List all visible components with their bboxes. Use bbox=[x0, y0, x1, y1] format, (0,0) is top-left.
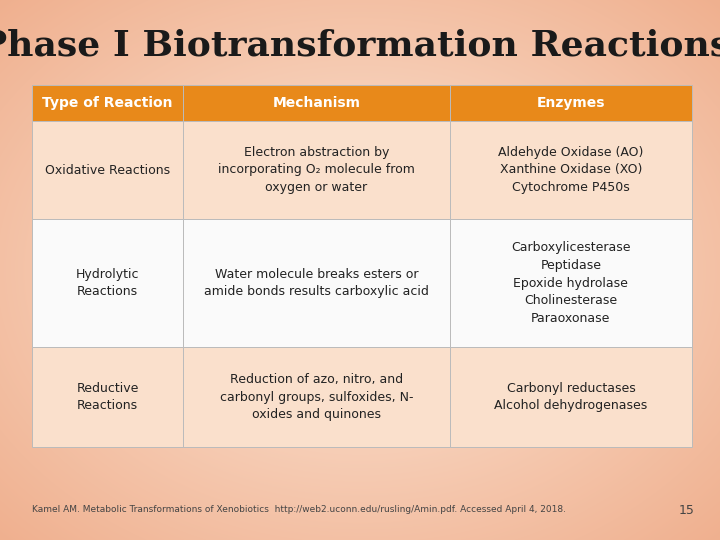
Text: Mechanism: Mechanism bbox=[272, 96, 361, 110]
Text: Reduction of azo, nitro, and
carbonyl groups, sulfoxides, N-
oxides and quinones: Reduction of azo, nitro, and carbonyl gr… bbox=[220, 373, 413, 421]
Text: 15: 15 bbox=[679, 503, 695, 516]
Bar bbox=[450, 85, 692, 121]
Text: Kamel AM. Metabolic Transformations of Xenobiotics  http://web2.uconn.edu/ruslin: Kamel AM. Metabolic Transformations of X… bbox=[32, 505, 566, 515]
Bar bbox=[450, 121, 692, 219]
Bar bbox=[32, 219, 183, 347]
Bar bbox=[32, 85, 183, 121]
Text: Phase I Biotransformation Reactions: Phase I Biotransformation Reactions bbox=[0, 28, 720, 62]
Bar bbox=[183, 347, 450, 447]
Bar bbox=[32, 347, 183, 447]
Text: Hydrolytic
Reactions: Hydrolytic Reactions bbox=[76, 268, 139, 298]
Bar bbox=[183, 121, 450, 219]
Text: Electron abstraction by
incorporating O₂ molecule from
oxygen or water: Electron abstraction by incorporating O₂… bbox=[218, 146, 415, 194]
Text: Oxidative Reactions: Oxidative Reactions bbox=[45, 164, 170, 177]
Bar bbox=[450, 219, 692, 347]
Bar bbox=[183, 219, 450, 347]
Text: Aldehyde Oxidase (AO)
Xanthine Oxidase (XO)
Cytochrome P450s: Aldehyde Oxidase (AO) Xanthine Oxidase (… bbox=[498, 146, 644, 194]
Text: Water molecule breaks esters or
amide bonds results carboxylic acid: Water molecule breaks esters or amide bo… bbox=[204, 268, 429, 298]
Bar bbox=[183, 85, 450, 121]
Text: Carboxylicesterase
Peptidase
Epoxide hydrolase
Cholinesterase
Paraoxonase: Carboxylicesterase Peptidase Epoxide hyd… bbox=[511, 241, 631, 325]
Bar bbox=[32, 121, 183, 219]
Text: Carbonyl reductases
Alcohol dehydrogenases: Carbonyl reductases Alcohol dehydrogenas… bbox=[494, 382, 647, 412]
Text: Type of Reaction: Type of Reaction bbox=[42, 96, 173, 110]
Text: Reductive
Reactions: Reductive Reactions bbox=[76, 382, 139, 412]
Text: Enzymes: Enzymes bbox=[536, 96, 605, 110]
Bar bbox=[450, 347, 692, 447]
